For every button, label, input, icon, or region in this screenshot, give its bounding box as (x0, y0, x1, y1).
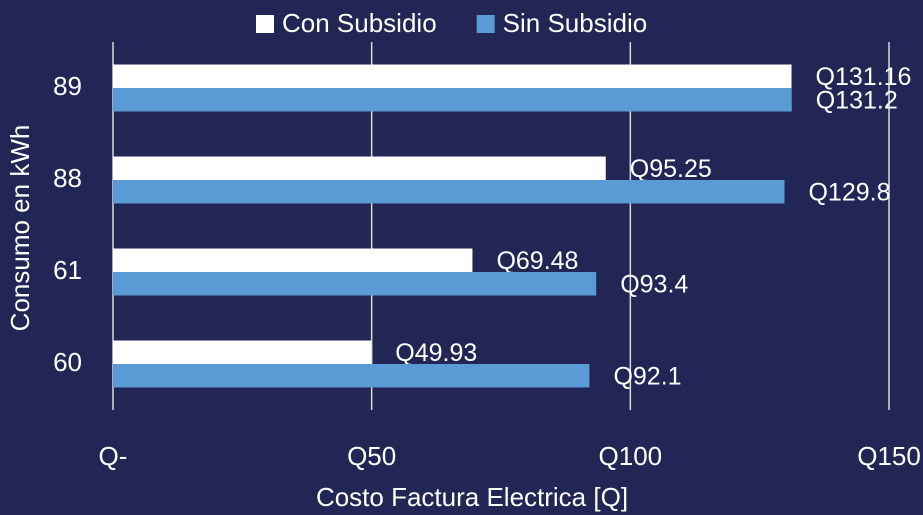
x-tick-label: Q- (99, 441, 128, 471)
bar (113, 88, 792, 112)
x-axis-title: Costo Factura Electrica [Q] (316, 482, 628, 512)
data-label: Q49.93 (395, 339, 477, 367)
y-tick-label: 60 (53, 347, 82, 377)
bar (113, 180, 785, 204)
data-label: Q92.1 (613, 362, 681, 390)
bar (113, 364, 590, 388)
y-axis-title: Consumo en kWh (5, 125, 35, 332)
bar (113, 156, 606, 180)
bar (113, 64, 792, 88)
x-tick-label: Q150 (857, 441, 921, 471)
data-label: Q93.4 (620, 270, 688, 298)
legend-label: Con Subsidio (282, 8, 437, 38)
bar (113, 272, 597, 296)
y-tick-label: 88 (53, 163, 82, 193)
bar (113, 340, 372, 364)
bar (113, 248, 473, 272)
legend-swatch (476, 15, 495, 33)
x-tick-label: Q100 (599, 441, 663, 471)
legend-swatch (256, 15, 274, 33)
data-label: Q131.16 (816, 63, 912, 91)
x-tick-label: Q50 (347, 441, 396, 471)
y-tick-label: 61 (53, 255, 82, 285)
data-label: Q129.8 (808, 178, 890, 206)
data-label: Q69.48 (496, 247, 578, 275)
legend-label: Sin Subsidio (503, 8, 648, 38)
data-label: Q95.25 (630, 155, 712, 183)
y-tick-label: 89 (53, 71, 82, 101)
data-label: Q131.2 (816, 86, 898, 114)
